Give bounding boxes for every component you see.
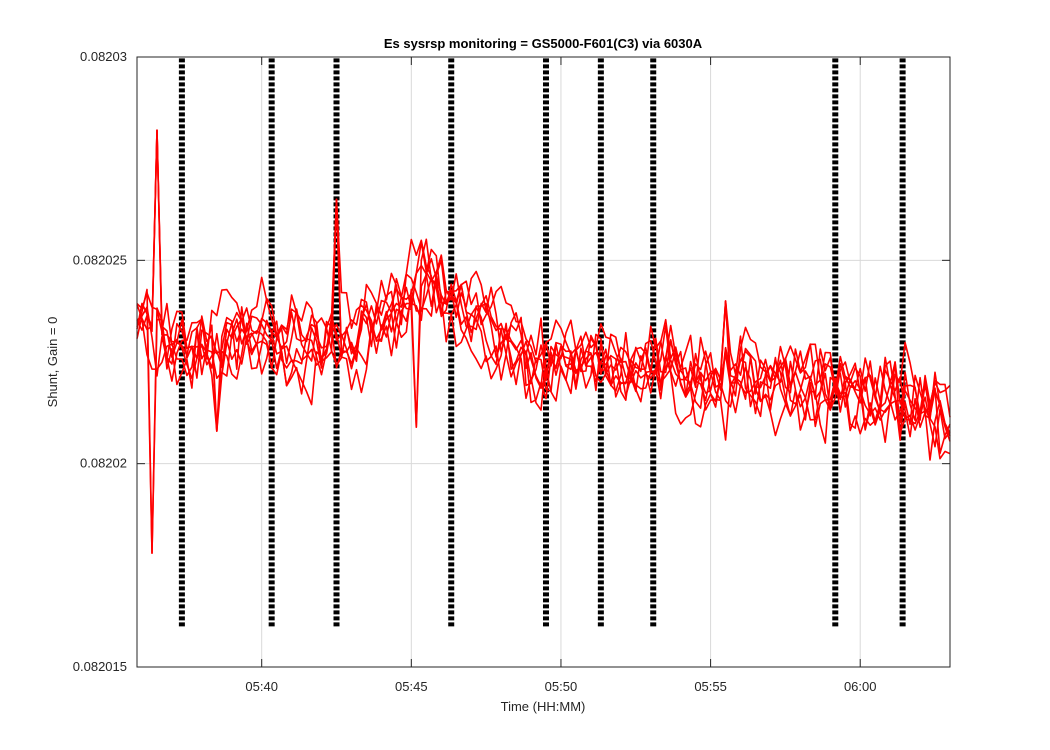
y-tick-label: 0.082025: [73, 252, 127, 267]
x-tick-label: 05:45: [395, 679, 428, 694]
x-tick-label: 06:00: [844, 679, 877, 694]
y-tick-label: 0.08203: [80, 49, 127, 64]
x-tick-label: 05:50: [545, 679, 578, 694]
series-line: [136, 238, 951, 554]
x-tick-label: 05:40: [245, 679, 278, 694]
y-tick-label: 0.082015: [73, 659, 127, 674]
vertical-markers: [178, 57, 906, 627]
series-line: [136, 257, 951, 444]
series-line: [136, 129, 951, 461]
series-line: [136, 238, 951, 442]
y-tick-label: 0.08202: [80, 456, 127, 471]
series-lines: [136, 129, 951, 554]
chart-title: Es sysrsp monitoring = GS5000-F601(C3) v…: [384, 36, 703, 51]
axis-ticks: 05:40 05:45 05:50 05:55 06:00 0.082015 0.08202…: [73, 49, 950, 694]
x-axis-label: Time (HH:MM): [501, 699, 586, 714]
y-axis-label: Shunt, Gain = 0: [45, 317, 60, 408]
plot-frame: [136, 56, 951, 668]
x-tick-label: 05:55: [694, 679, 727, 694]
